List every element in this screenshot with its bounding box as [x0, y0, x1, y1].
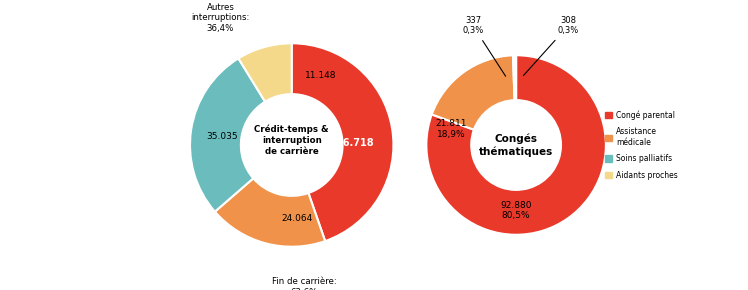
Text: 35.035: 35.035: [206, 132, 239, 141]
Text: 24.064: 24.064: [281, 214, 313, 223]
Text: 21.811
18,9%: 21.811 18,9%: [436, 119, 468, 139]
Wedge shape: [239, 43, 292, 102]
Wedge shape: [190, 58, 265, 212]
Wedge shape: [515, 55, 516, 100]
Text: 308
0,3%: 308 0,3%: [524, 16, 579, 76]
Wedge shape: [292, 43, 393, 241]
Text: 56.718: 56.718: [336, 138, 373, 148]
Text: 92.880
80,5%: 92.880 80,5%: [500, 201, 532, 220]
Text: Congés
thématiques: Congés thématiques: [479, 133, 554, 157]
Legend: Congé parental, Assistance
médicale, Soins palliatifs, Aidants proches: Congé parental, Assistance médicale, Soi…: [605, 110, 678, 180]
Wedge shape: [215, 178, 325, 247]
Wedge shape: [426, 55, 606, 235]
Text: 11.148: 11.148: [304, 71, 336, 80]
Text: Crédit-temps &
interruption
de carrière: Crédit-temps & interruption de carrière: [254, 124, 329, 156]
Text: Fin de carrière:
63,6%: Fin de carrière: 63,6%: [272, 277, 337, 290]
Wedge shape: [432, 55, 515, 130]
Wedge shape: [513, 55, 515, 100]
Text: Autres
interruptions:
36,4%: Autres interruptions: 36,4%: [191, 3, 250, 33]
Text: 337
0,3%: 337 0,3%: [462, 16, 506, 76]
